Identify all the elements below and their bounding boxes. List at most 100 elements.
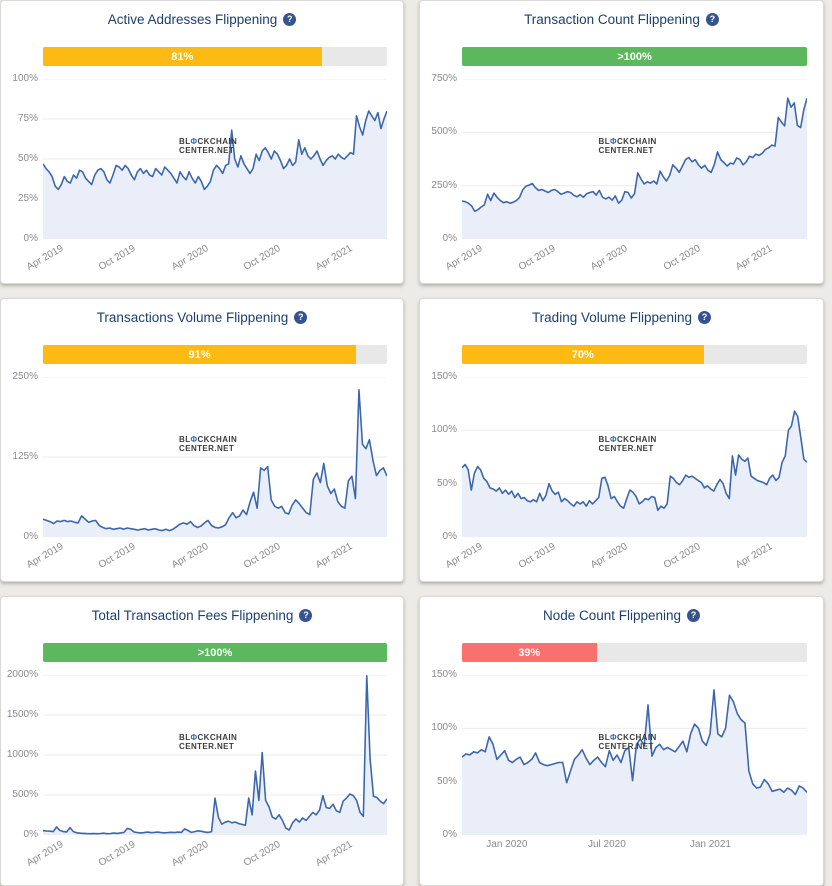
x-tick-label: Jan 2021 [689, 839, 731, 850]
help-icon[interactable]: ? [705, 12, 719, 26]
card-header: Trading Volume Flippening ? [420, 308, 823, 326]
card-header: Transactions Volume Flippening ? [1, 308, 403, 326]
card-header: Total Transaction Fees Flippening ? [1, 606, 403, 624]
card-header: Transaction Count Flippening ? [420, 10, 823, 28]
data-line [462, 689, 807, 796]
y-tick-label: 0% [23, 233, 38, 244]
page-title: Transaction Count Flippening [524, 11, 700, 27]
x-tick-label: Oct 2020 [661, 243, 703, 273]
progress-label: >100% [197, 646, 233, 659]
progress-fill: 91% [43, 345, 357, 364]
y-tick-label: 750% [431, 73, 457, 84]
page-title: Trading Volume Flippening [531, 309, 693, 325]
chart-svg [462, 675, 807, 835]
x-tick-label: Oct 2020 [241, 541, 283, 571]
y-tick-label: 500% [12, 789, 38, 800]
help-icon[interactable]: ? [283, 12, 297, 26]
y-tick-label: 100% [12, 73, 38, 84]
line-chart[interactable]: BLΦCKCHAIN CENTER.NET [462, 377, 807, 537]
x-tick-label: Apr 2021 [314, 541, 355, 571]
chart-area: 0% 125% 250% BLΦCKCHAIN CENTER.NET Apr 2019… [1, 371, 387, 571]
y-tick-label: 100% [431, 722, 457, 734]
y-tick-label: 250% [431, 179, 457, 191]
chart-area: 0% 500% 1000% 1500% 2000% BLΦCKCHAIN CENTER.N… [1, 669, 387, 869]
progress-label: 91% [188, 348, 211, 361]
chart-svg [462, 79, 807, 239]
x-tick-label: Apr 2021 [314, 839, 355, 869]
card-header: Active Addresses Flippening ? [1, 10, 403, 28]
progress-label: 39% [518, 646, 541, 659]
x-tick-label: Apr 2019 [444, 243, 485, 273]
x-axis: Apr 2019 Oct 2019 Apr 2020 Oct 2020 Apr 2021 [25, 835, 387, 869]
chart-card-total-transaction-fees: Total Transaction Fees Flippening ? >100… [0, 596, 404, 886]
y-tick-label: 0% [23, 531, 38, 542]
data-line [43, 389, 387, 532]
progress-label: 70% [571, 348, 594, 361]
data-line [462, 97, 807, 213]
progress-fill: >100% [43, 643, 387, 662]
progress-fill: 70% [462, 345, 704, 364]
area-fill [43, 111, 387, 239]
x-tick-label: Oct 2019 [97, 541, 138, 571]
x-axis: Apr 2019 Oct 2019 Apr 2020 Oct 2020 Apr 2021 [444, 537, 807, 571]
chart-area: 0% 50% 100% 150% BLΦCKCHAIN CENTER.NET Apr 2… [420, 371, 807, 571]
help-icon[interactable]: ? [698, 310, 712, 324]
x-axis: Apr 2019 Oct 2019 Apr 2020 Oct 2020 Apr 2021 [444, 239, 807, 273]
chart-card-transaction-count: Transaction Count Flippening ? >100% 0% 2… [419, 0, 824, 284]
y-axis: 0% 500% 1000% 1500% 2000% [1, 669, 43, 840]
chart-area: 0% 250% 500% 750% BLΦCKCHAIN CENTER.NET Apr … [420, 73, 807, 273]
progress-bar: >100% [462, 47, 807, 66]
x-axis: Apr 2019 Oct 2019 Apr 2020 Oct 2020 Apr 2021 [25, 239, 387, 273]
x-tick-label: Apr 2019 [25, 243, 66, 273]
progress-label: 81% [171, 50, 194, 63]
y-tick-label: 75% [17, 113, 38, 124]
y-axis: 0% 125% 250% [1, 371, 43, 542]
x-tick-label: Oct 2020 [661, 541, 703, 571]
y-tick-label: 250% [12, 371, 38, 382]
chart-svg [43, 79, 387, 239]
chart-svg [43, 377, 387, 537]
chart-card-trading-volume: Trading Volume Flippening ? 70% 0% 50% 100… [419, 298, 824, 582]
x-axis: Apr 2019 Oct 2019 Apr 2020 Oct 2020 Apr 2021 [25, 537, 387, 571]
x-tick-label: Apr 2020 [169, 541, 211, 571]
y-axis: 0% 50% 100% 150% [420, 669, 462, 840]
chart-svg [43, 675, 387, 835]
x-tick-label: Apr 2020 [169, 839, 211, 869]
y-tick-label: 2000% [6, 669, 38, 680]
x-tick-label: Oct 2019 [97, 243, 138, 273]
y-tick-label: 0% [442, 829, 457, 840]
x-tick-label: Oct 2019 [516, 541, 558, 571]
line-chart[interactable]: BLΦCKCHAIN CENTER.NET [462, 675, 807, 835]
x-tick-label: Oct 2019 [97, 839, 138, 869]
x-tick-label: Apr 2021 [733, 541, 775, 571]
x-tick-label: Apr 2019 [25, 839, 66, 869]
chart-card-active-addresses: Active Addresses Flippening ? 81% 0% 25% 5… [0, 0, 404, 284]
line-chart[interactable]: BLΦCKCHAIN CENTER.NET [43, 79, 387, 239]
x-tick-label: Apr 2019 [444, 541, 485, 571]
y-tick-label: 150% [431, 669, 457, 680]
x-tick-label: Apr 2021 [733, 243, 775, 273]
y-tick-label: 0% [442, 531, 457, 542]
y-axis: 0% 50% 100% 150% [420, 371, 462, 542]
page-title: Total Transaction Fees Flippening [91, 607, 294, 623]
y-tick-label: 500% [431, 126, 457, 138]
progress-fill: 81% [43, 47, 322, 66]
x-tick-label: Jan 2020 [486, 839, 528, 850]
y-tick-label: 1000% [6, 749, 38, 760]
x-tick-label: Oct 2020 [241, 839, 283, 869]
line-chart[interactable]: BLΦCKCHAIN CENTER.NET [462, 79, 807, 239]
progress-bar: 70% [462, 345, 807, 364]
x-tick-label: Oct 2020 [241, 243, 283, 273]
line-chart[interactable]: BLΦCKCHAIN CENTER.NET [43, 675, 387, 835]
y-tick-label: 0% [442, 233, 457, 244]
help-icon[interactable]: ? [299, 608, 313, 622]
progress-bar: 39% [462, 643, 807, 662]
progress-label: >100% [617, 50, 652, 63]
progress-fill: 39% [462, 643, 597, 662]
page-title: Active Addresses Flippening [107, 11, 278, 27]
area-fill [43, 389, 387, 537]
line-chart[interactable]: BLΦCKCHAIN CENTER.NET [43, 377, 387, 537]
help-icon[interactable]: ? [294, 310, 308, 324]
help-icon[interactable]: ? [687, 608, 701, 622]
